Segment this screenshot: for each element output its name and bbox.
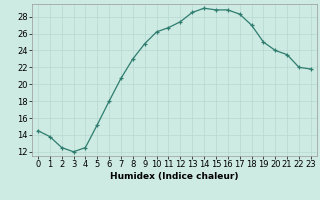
- X-axis label: Humidex (Indice chaleur): Humidex (Indice chaleur): [110, 172, 239, 181]
